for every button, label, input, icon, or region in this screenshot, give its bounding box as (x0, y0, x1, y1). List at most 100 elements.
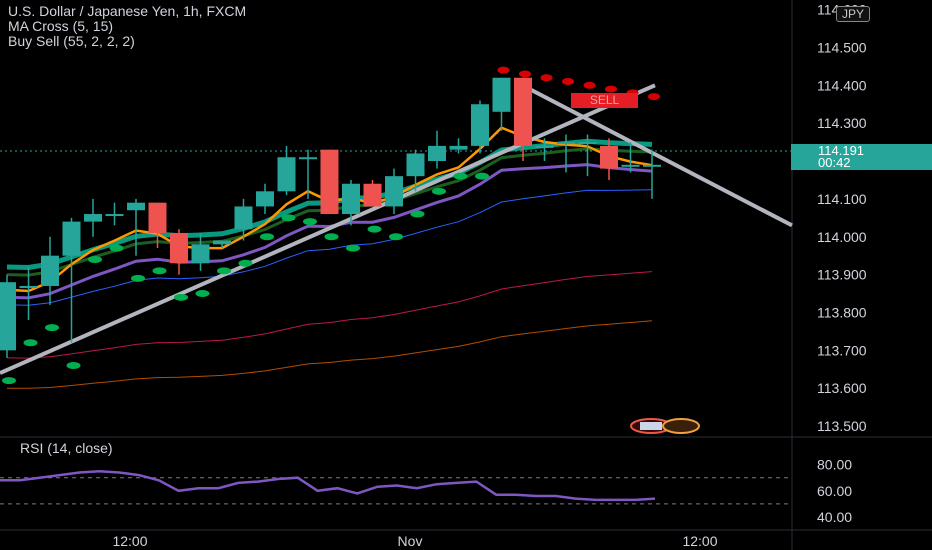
sell-dot (497, 66, 510, 74)
candle-body[interactable] (320, 149, 339, 215)
candle-body[interactable] (19, 285, 38, 288)
candle-body[interactable] (514, 77, 532, 146)
current-price: 114.191 (818, 143, 865, 158)
currency-badge: JPY (836, 6, 871, 22)
price-tick-label: 114.300 (817, 115, 867, 131)
buy-dot (453, 172, 468, 180)
rsi-tick-label: 60.00 (817, 483, 852, 499)
trend-line-up (0, 83, 656, 375)
price-tick-label: 113.900 (817, 267, 867, 283)
candle-body[interactable] (449, 145, 468, 150)
symbol-title[interactable]: U.S. Dollar / Japanese Yen, 1h, FXCM (8, 3, 247, 19)
time-tick-label: Nov (398, 533, 423, 549)
candle-body[interactable] (299, 157, 317, 160)
indicator-buy-sell[interactable]: Buy Sell (55, 2, 2, 2) (8, 33, 135, 49)
buy-dot (367, 225, 382, 233)
candle-body[interactable] (385, 176, 403, 207)
candle-body[interactable] (170, 232, 188, 264)
trend-lines (0, 79, 793, 375)
candle-body[interactable] (105, 214, 124, 217)
bar-countdown: 00:42 (818, 155, 851, 170)
candle-body[interactable] (363, 183, 382, 207)
candle-body[interactable] (600, 145, 618, 169)
time-tick-label: 12:00 (112, 533, 147, 549)
ma-mid-line (6, 271, 653, 359)
price-tick-label: 113.600 (817, 380, 867, 396)
buy-dot (410, 210, 425, 218)
sell-dot (605, 85, 617, 93)
candles[interactable] (0, 77, 661, 358)
rsi-pane[interactable]: 80.00 60.00 40.00 (0, 457, 852, 525)
price-tick-label: 113.500 (817, 418, 867, 434)
buy-dot (2, 377, 16, 385)
candle-body[interactable] (643, 164, 661, 167)
buy-dot (346, 244, 360, 252)
jp-flag-icon[interactable] (662, 418, 700, 434)
sell-dot (562, 78, 574, 86)
candle-body[interactable] (234, 206, 253, 230)
price-tick-label: 113.800 (817, 304, 867, 320)
trend-line-down (514, 79, 793, 228)
candle-body[interactable] (471, 104, 489, 146)
price-tick-label: 114.500 (817, 39, 867, 55)
sell-signal-label: SELL (571, 93, 638, 108)
price-tick-label: 114.100 (817, 191, 867, 207)
candle-body[interactable] (428, 145, 446, 162)
time-tick-label: 12:00 (682, 533, 717, 549)
price-axis[interactable]: 114.600114.500114.400114.300114.100114.0… (817, 2, 867, 434)
flag-icons[interactable] (630, 418, 700, 434)
time-axis[interactable]: 12:00 Nov 12:00 (112, 533, 717, 549)
candle-body[interactable] (127, 202, 145, 211)
ma-blue-line (6, 189, 653, 306)
buy-dot (432, 187, 446, 195)
rsi-legend[interactable]: RSI (14, close) (20, 440, 113, 456)
ma-long-line (6, 320, 653, 389)
buy-dot (45, 324, 59, 332)
buy-dot (303, 218, 317, 226)
candle-body[interactable] (277, 157, 296, 192)
buy-dot (23, 339, 38, 347)
candle-body[interactable] (84, 214, 102, 222)
candle-body[interactable] (578, 142, 597, 145)
current-price-badge: 114.191 00:42 (791, 144, 932, 170)
buy-dot (260, 233, 274, 241)
candle-body[interactable] (557, 142, 575, 145)
candle-body[interactable] (342, 183, 360, 215)
buy-dot (475, 172, 489, 180)
buy-dot (281, 214, 296, 222)
us-flag-stripes-icon (640, 422, 662, 430)
buy-dot (174, 293, 188, 301)
candle-body[interactable] (213, 240, 231, 245)
chart-legend: U.S. Dollar / Japanese Yen, 1h, FXCM MA … (8, 4, 246, 49)
candle-body[interactable] (191, 244, 210, 264)
candle-body[interactable] (256, 191, 274, 207)
price-tick-label: 114.000 (817, 229, 867, 245)
candle-body[interactable] (535, 145, 554, 148)
buy-dot (217, 267, 231, 275)
candle-body[interactable] (0, 282, 16, 351)
rsi-line (0, 469, 656, 502)
buy-dot (66, 361, 81, 369)
candle-body[interactable] (41, 255, 59, 286)
candle-body[interactable] (148, 202, 167, 233)
rsi-tick-label: 80.00 (817, 457, 852, 473)
rsi-tick-label: 40.00 (817, 509, 852, 525)
signal-dots (2, 66, 660, 385)
buy-dot (131, 274, 145, 282)
buy-dot (109, 244, 124, 252)
sell-dot (583, 81, 596, 89)
indicator-ma-cross[interactable]: MA Cross (5, 15) (8, 18, 114, 34)
candle-body[interactable] (62, 221, 81, 256)
price-tick-label: 114.400 (817, 77, 867, 93)
candle-body[interactable] (492, 77, 511, 112)
sell-dot (540, 74, 553, 82)
buy-dot (152, 267, 167, 275)
candle-body[interactable] (621, 164, 640, 167)
buy-dot (238, 259, 253, 267)
buy-dot (88, 255, 102, 263)
candle-body[interactable] (406, 153, 425, 177)
sell-dot (648, 93, 660, 101)
